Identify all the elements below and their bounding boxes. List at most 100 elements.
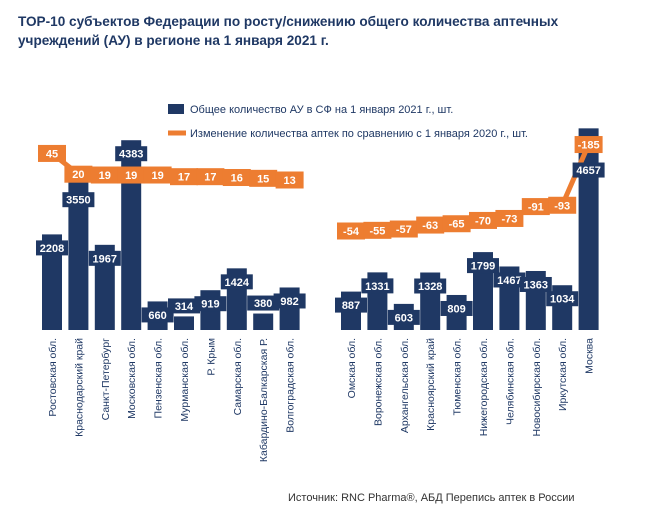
line-label-box-0-7 (222, 169, 251, 187)
category-label-1-1: Воронежская обл. (372, 338, 384, 426)
category-label-0-3: Московская обл. (126, 338, 138, 419)
bar-value-1-7: 1363 (524, 279, 548, 291)
line-label-box-1-8 (548, 196, 577, 214)
line-value-0-7: 16 (231, 173, 243, 185)
category-label-0-9: Волгоградская обл. (285, 338, 297, 433)
line-label-box-1-7 (521, 198, 550, 216)
category-label-1-7: Новосибирская обл. (531, 338, 543, 437)
bar-label-box-0-8 (247, 295, 280, 311)
category-label-1-0: Омская обл. (346, 338, 358, 398)
bar-value-0-1: 3550 (66, 195, 90, 207)
category-label-1-2: Архангельская обл. (399, 338, 411, 433)
line-label-box-0-6 (196, 168, 225, 186)
bar-label-box-0-2 (88, 250, 121, 266)
bar-label-box-0-3 (115, 146, 148, 162)
bar-value-0-9: 982 (280, 296, 298, 308)
line-value-0-6: 17 (204, 172, 216, 184)
bar-value-1-9: 4657 (576, 165, 600, 177)
bar-value-0-3: 4383 (119, 149, 143, 161)
bar-value-0-2: 1967 (93, 253, 117, 265)
legend-line-label: Изменение количества аптек по сравнению … (190, 128, 528, 140)
bar-label-box-0-4 (141, 307, 174, 323)
bar-value-1-5: 1799 (471, 261, 495, 273)
bar-label-box-1-1 (361, 278, 394, 294)
bar-value-0-0: 2208 (40, 243, 64, 255)
category-label-0-7: Самарская обл. (232, 338, 244, 415)
line-value-1-2: -57 (396, 224, 412, 236)
bar-0-2 (94, 244, 115, 330)
line-value-0-0: 45 (46, 148, 58, 160)
bar-0-5 (174, 316, 194, 330)
chart-title: ТОР-10 субъектов Федерации по росту/сниж… (18, 14, 559, 48)
bar-0-1 (68, 176, 89, 330)
line-value-0-8: 15 (257, 173, 269, 185)
line-label-box-1-9 (574, 136, 603, 154)
bar-value-1-2: 603 (395, 312, 413, 324)
line-value-1-1: -55 (369, 225, 385, 237)
line-label-box-0-1 (64, 165, 93, 183)
bar-value-0-6: 919 (201, 299, 219, 311)
line-value-0-9: 13 (283, 175, 295, 187)
category-label-0-8: Кабардино-Балкарская Р. (258, 338, 270, 462)
line-label-box-1-5 (469, 211, 497, 229)
bar-value-0-8: 380 (254, 298, 272, 310)
line-label-box-1-4 (442, 215, 471, 233)
line-value-0-5: 17 (178, 172, 190, 184)
bar-value-1-1: 1331 (365, 281, 389, 293)
bar-value-1-0: 887 (342, 300, 360, 312)
bar-label-box-0-6 (194, 296, 227, 312)
category-label-1-8: Иркутская обл. (557, 338, 569, 411)
line-value-1-5: -70 (475, 215, 491, 227)
line-value-1-9: -185 (578, 140, 600, 152)
bar-label-box-1-9 (572, 162, 605, 178)
category-label-0-1: Краснодарский край (73, 338, 85, 437)
line-label-box-1-3 (416, 216, 445, 234)
line-label-box-0-5 (170, 168, 198, 186)
line-value-1-4: -65 (449, 219, 465, 231)
line-value-0-2: 19 (99, 170, 111, 182)
bar-value-1-3: 1328 (418, 281, 442, 293)
category-label-1-6: Челябинская обл. (504, 338, 516, 425)
category-label-0-0: Ростовская обл. (47, 338, 59, 417)
bar-label-box-0-7 (220, 274, 253, 290)
bar-value-1-4: 809 (447, 303, 465, 315)
line-label-box-0-8 (249, 169, 278, 187)
bar-label-box-1-5 (467, 258, 499, 274)
line-label-box-1-0 (337, 222, 365, 240)
line-label-box-0-0 (38, 144, 66, 162)
bar-label-box-1-4 (440, 300, 473, 316)
line-value-1-8: -93 (554, 200, 570, 212)
bar-0-8 (253, 313, 274, 330)
line-value-0-4: 19 (151, 170, 163, 182)
line-label-box-0-3 (117, 166, 146, 184)
line-label-box-0-2 (90, 166, 119, 184)
bar-label-box-1-8 (546, 291, 579, 307)
legend-bar-swatch (168, 104, 184, 114)
source-note: Источник: RNC Pharma®, АБД Перепись апте… (288, 492, 575, 504)
bar-value-1-6: 1467 (497, 275, 521, 287)
category-label-1-5: Нижегородская обл. (478, 338, 490, 436)
bar-label-box-1-7 (519, 276, 552, 292)
category-label-1-9: Москва (584, 338, 596, 374)
line-value-0-3: 19 (125, 170, 137, 182)
category-label-0-6: Р. Крым (205, 338, 217, 376)
line-value-0-1: 20 (72, 169, 84, 181)
bar-value-1-8: 1034 (550, 294, 575, 306)
line-label-box-1-6 (495, 209, 524, 227)
line-label-box-1-2 (389, 220, 418, 238)
category-label-0-5: Мурманская обл. (179, 338, 191, 422)
bar-label-box-1-3 (414, 278, 447, 294)
bar-value-0-5: 314 (175, 301, 194, 313)
legend-bar-label: Общее количество АУ в СФ на 1 января 202… (190, 104, 453, 116)
bar-value-0-4: 660 (148, 310, 166, 322)
bar-label-box-1-2 (387, 309, 420, 325)
line-label-box-0-9 (275, 171, 304, 189)
category-label-1-4: Тюменская обл. (452, 338, 464, 416)
line-label-box-0-4 (143, 166, 172, 184)
bar-label-box-0-1 (62, 192, 95, 208)
line-value-1-3: -63 (422, 220, 438, 232)
line-value-1-7: -91 (528, 202, 544, 214)
line-label-box-1-1 (363, 221, 392, 239)
bar-1-9 (578, 128, 599, 330)
